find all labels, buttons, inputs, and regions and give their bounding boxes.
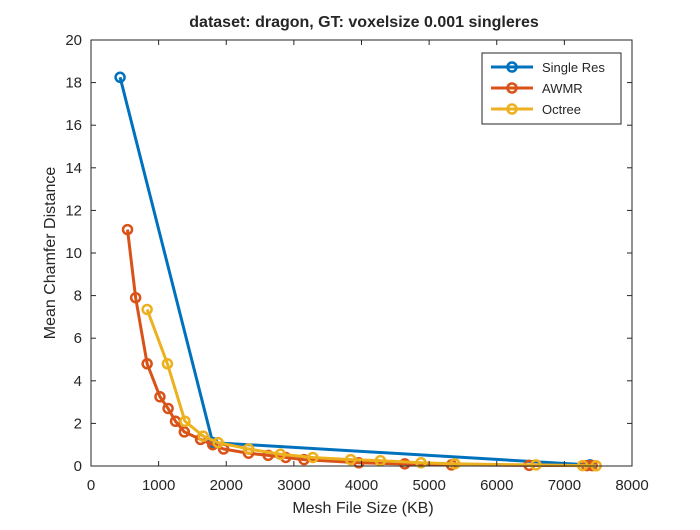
data-point-awmr bbox=[129, 291, 142, 304]
y-tick-label: 2 bbox=[74, 415, 82, 432]
y-tick-label: 4 bbox=[74, 373, 82, 390]
legend-item-awmr: AWMR bbox=[491, 81, 583, 96]
y-tick-label: 6 bbox=[74, 330, 82, 347]
y-tick-label: 8 bbox=[74, 288, 82, 305]
data-series-group bbox=[114, 71, 602, 472]
legend-marker bbox=[506, 82, 518, 94]
legend-marker bbox=[506, 61, 518, 73]
y-tick-label: 0 bbox=[74, 458, 82, 475]
x-tick-label: 6000 bbox=[480, 477, 513, 494]
x-tick-label: 3000 bbox=[277, 477, 310, 494]
data-point-octree bbox=[530, 459, 542, 471]
data-point-single-res bbox=[114, 71, 126, 84]
legend-item-octree: Octree bbox=[491, 102, 581, 117]
x-tick-label: 5000 bbox=[412, 477, 445, 494]
data-point-octree bbox=[415, 457, 427, 469]
legend: Single Res AWMR Octree bbox=[481, 52, 622, 125]
data-point-octree bbox=[374, 454, 387, 467]
y-axis-label: Mean Chamfer Distance bbox=[42, 167, 59, 340]
data-point-octree bbox=[212, 436, 224, 449]
y-tick-label: 20 bbox=[65, 32, 82, 49]
legend-label: Single Res bbox=[542, 60, 605, 75]
data-point-octree bbox=[344, 453, 357, 466]
data-point-octree bbox=[161, 358, 174, 370]
x-axis: 0 1000 2000 3000 4000 5000 6000 7000 8000 bbox=[87, 40, 649, 494]
data-point-awmr bbox=[154, 391, 166, 403]
legend-label: AWMR bbox=[542, 81, 583, 96]
data-point-awmr bbox=[178, 426, 191, 438]
data-point-awmr bbox=[121, 223, 134, 236]
chart-title: dataset: dragon, GT: voxelsize 0.001 sin… bbox=[189, 14, 539, 31]
legend-marker bbox=[506, 103, 518, 115]
x-tick-label: 1000 bbox=[142, 477, 175, 494]
series-octree bbox=[141, 303, 602, 472]
series-line-octree bbox=[145, 308, 597, 468]
y-tick-label: 12 bbox=[65, 202, 82, 219]
data-point-octree bbox=[274, 448, 287, 461]
x-tick-label: 8000 bbox=[615, 477, 648, 494]
data-point-awmr bbox=[399, 458, 411, 470]
data-point-awmr bbox=[162, 402, 174, 415]
data-point-octree bbox=[179, 415, 191, 428]
x-tick-label: 7000 bbox=[548, 477, 581, 494]
y-axis: 0 2 4 6 8 10 12 14 16 18 20 bbox=[65, 32, 632, 475]
legend-label: Octree bbox=[542, 102, 581, 117]
y-tick-label: 16 bbox=[65, 117, 82, 134]
x-tick-label: 4000 bbox=[345, 477, 378, 494]
x-tick-label: 0 bbox=[87, 477, 95, 494]
data-point-octree bbox=[307, 451, 319, 464]
data-point-octree bbox=[197, 430, 210, 442]
x-axis-label: Mesh File Size (KB) bbox=[292, 500, 433, 517]
data-point-awmr bbox=[141, 358, 153, 370]
data-point-octree bbox=[141, 303, 153, 316]
legend-item-single-res: Single Res bbox=[491, 60, 605, 75]
data-point-octree bbox=[242, 443, 255, 455]
y-tick-label: 18 bbox=[65, 75, 82, 92]
y-tick-label: 10 bbox=[65, 245, 82, 262]
y-tick-label: 14 bbox=[65, 160, 82, 177]
data-point-octree bbox=[449, 458, 461, 470]
x-tick-label: 2000 bbox=[210, 477, 243, 494]
